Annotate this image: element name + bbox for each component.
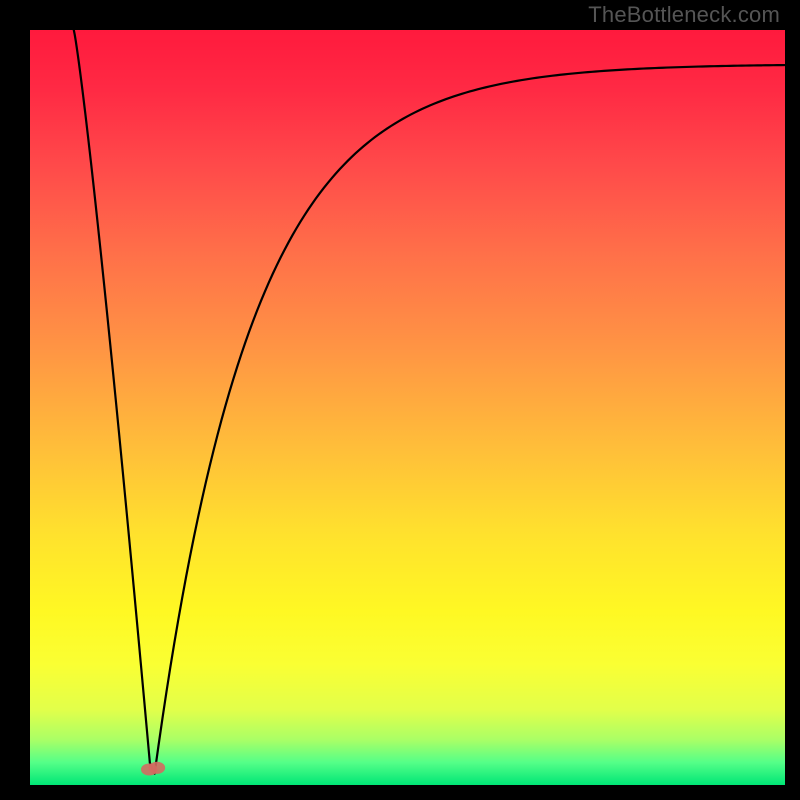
attribution-label: TheBottleneck.com [588, 2, 780, 28]
chart-container: TheBottleneck.com [0, 0, 800, 800]
gradient-plot-area [30, 30, 785, 785]
